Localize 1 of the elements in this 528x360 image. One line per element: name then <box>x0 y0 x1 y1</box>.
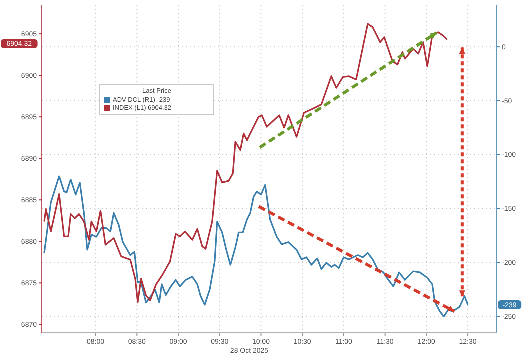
line-series <box>44 176 469 318</box>
